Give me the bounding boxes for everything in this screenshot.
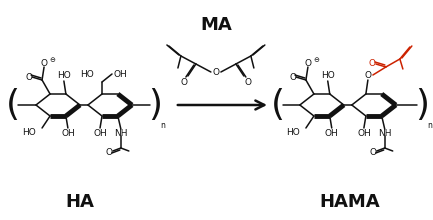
Text: ⊖: ⊖	[313, 57, 319, 63]
Text: HO: HO	[57, 70, 71, 79]
Text: HA: HA	[65, 193, 94, 211]
Text: OH: OH	[61, 128, 75, 138]
Text: HO: HO	[80, 70, 94, 79]
Text: ): )	[415, 88, 429, 122]
Text: ⊖: ⊖	[49, 57, 55, 63]
Text: O: O	[244, 77, 252, 86]
Text: O: O	[304, 59, 311, 68]
Text: (: (	[6, 88, 20, 122]
Text: O: O	[105, 147, 112, 156]
Text: OH: OH	[325, 128, 339, 138]
Text: HAMA: HAMA	[320, 193, 380, 211]
Text: OH: OH	[93, 128, 107, 138]
Text: O: O	[368, 59, 375, 68]
Text: NH: NH	[114, 128, 128, 138]
Text: MA: MA	[200, 16, 232, 34]
Text: O: O	[41, 59, 48, 68]
Text: OH: OH	[113, 70, 127, 79]
Text: HO: HO	[286, 128, 300, 136]
Text: n: n	[427, 121, 432, 130]
Text: HO: HO	[23, 128, 36, 136]
Text: n: n	[160, 121, 165, 130]
Text: (: (	[271, 88, 285, 122]
Text: OH: OH	[357, 128, 371, 138]
Text: O: O	[289, 73, 297, 81]
Text: O: O	[26, 73, 32, 81]
Text: O: O	[369, 147, 376, 156]
Text: HO: HO	[321, 70, 335, 79]
Text: O: O	[213, 68, 220, 77]
Text: ): )	[148, 88, 162, 122]
Text: O: O	[365, 70, 372, 79]
Text: O: O	[181, 77, 187, 86]
Text: NH: NH	[378, 128, 391, 138]
